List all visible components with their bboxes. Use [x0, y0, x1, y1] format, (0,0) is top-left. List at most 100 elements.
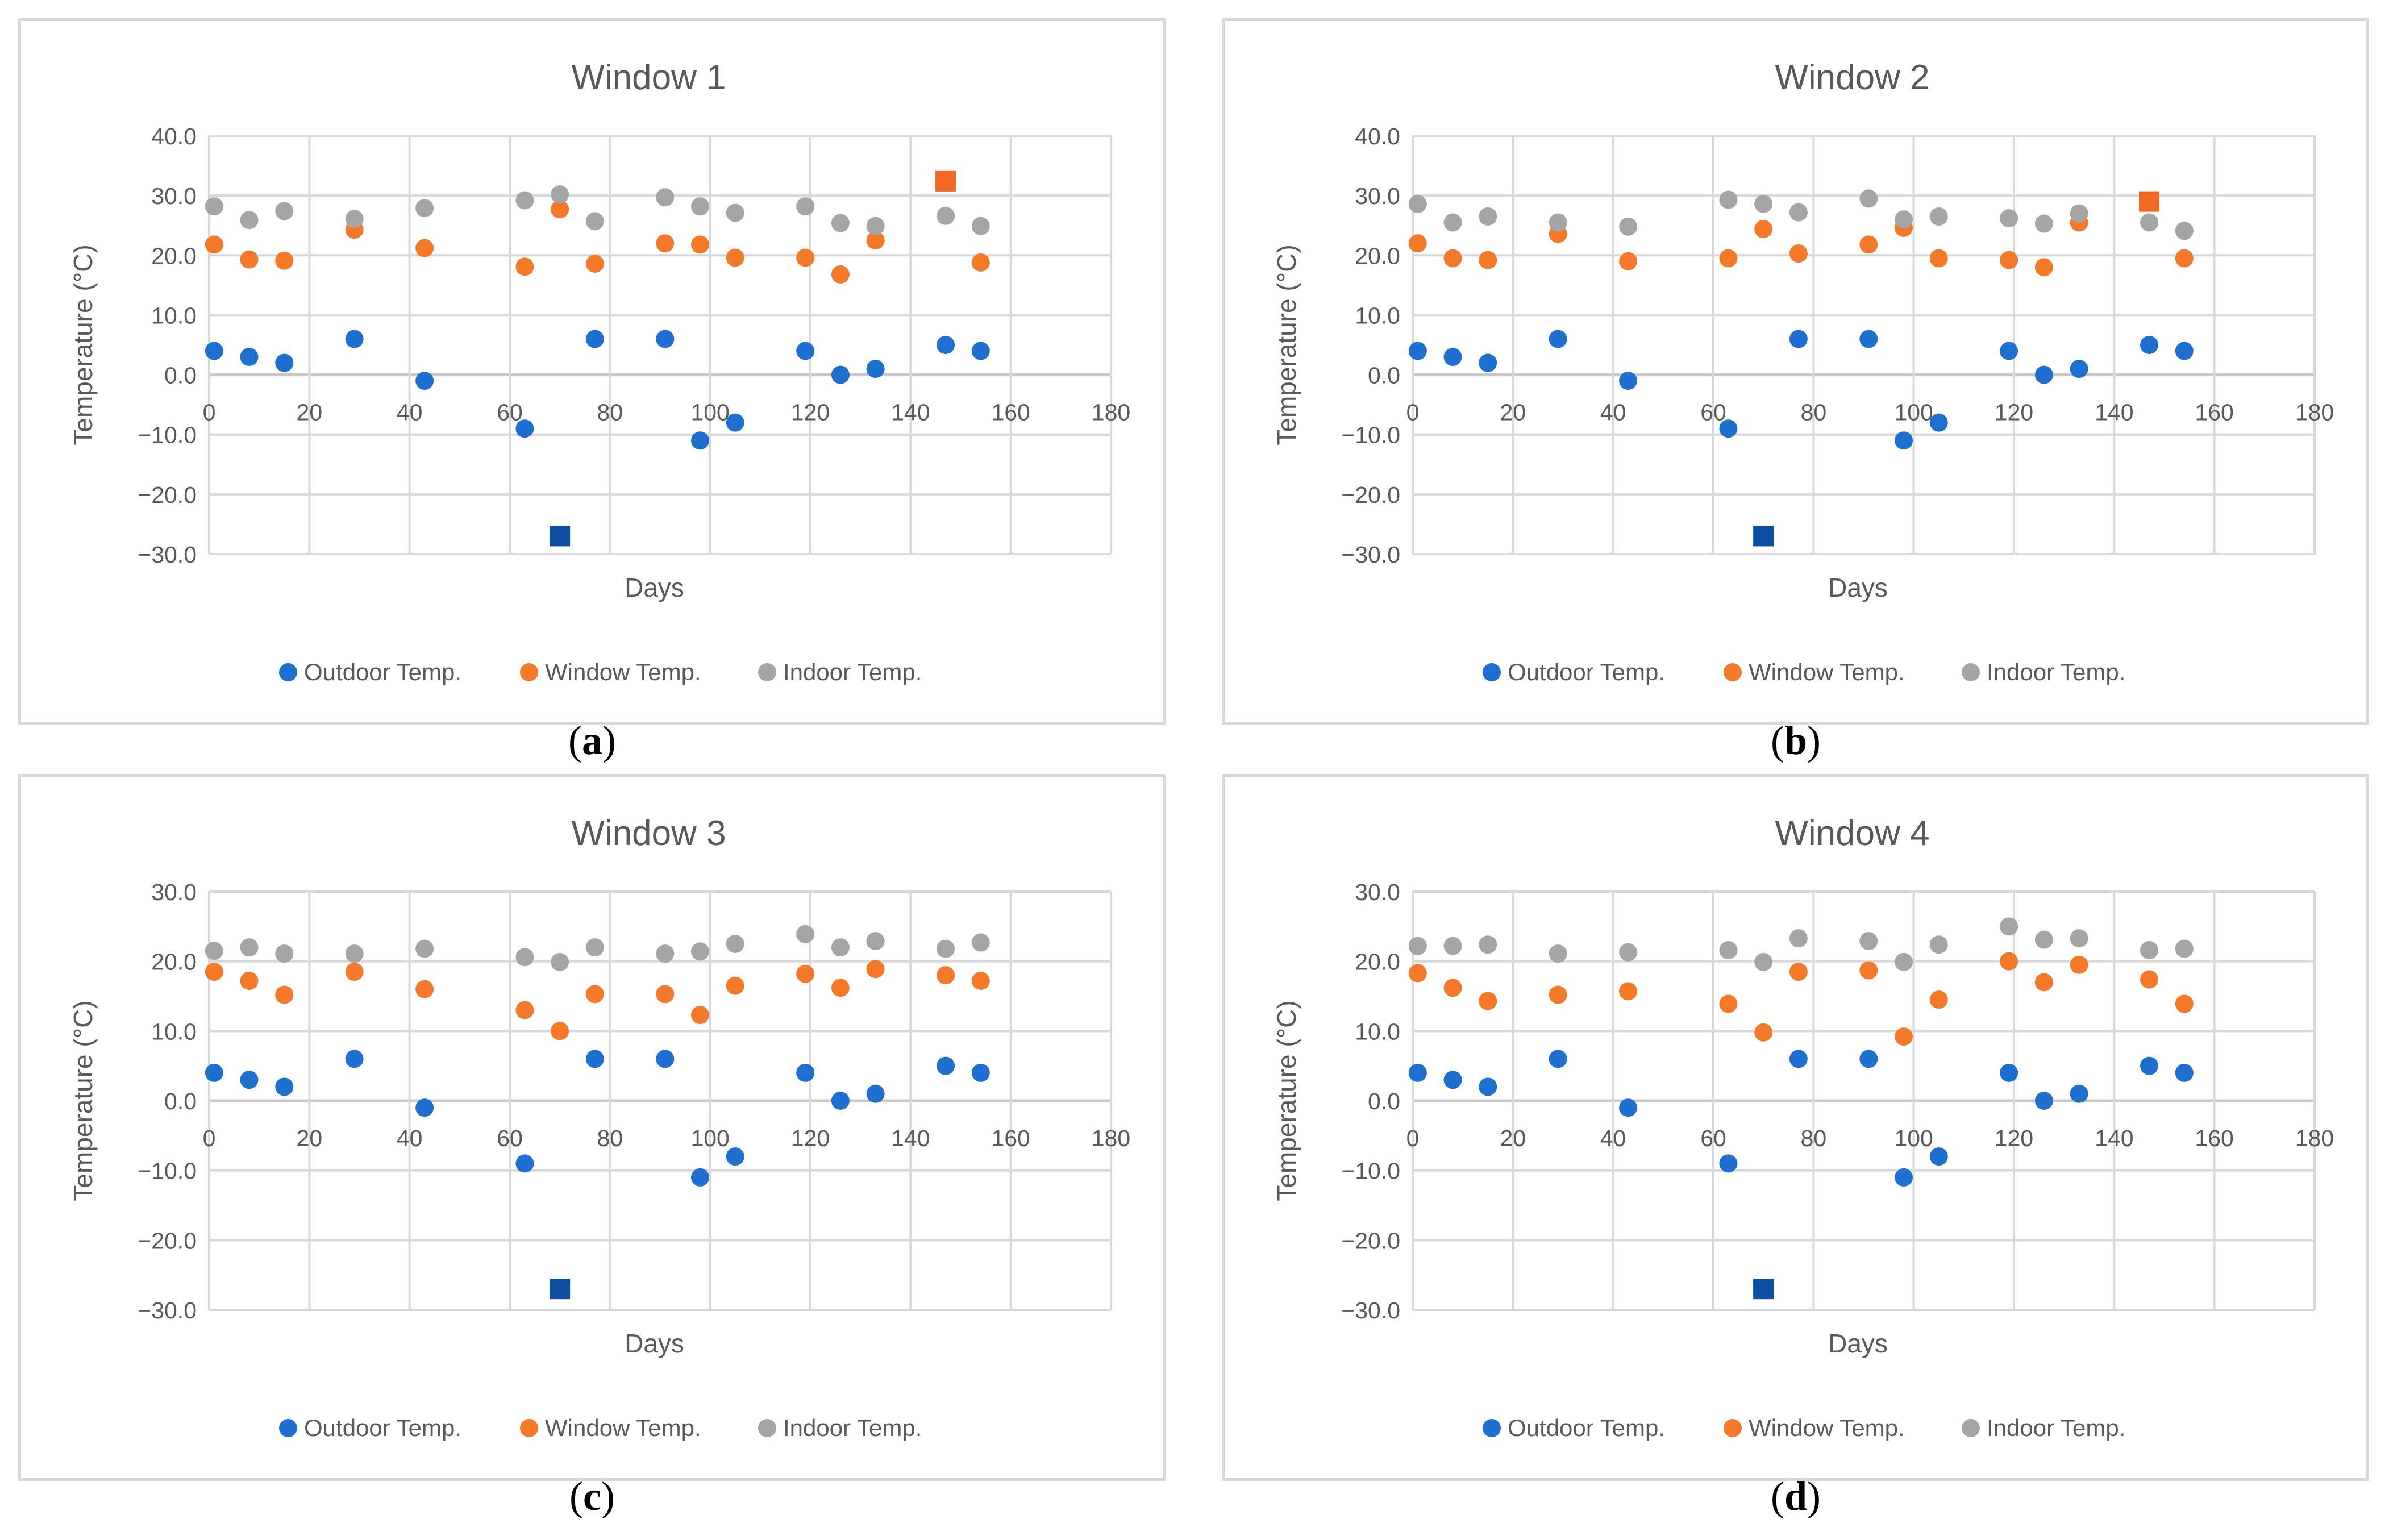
data-point [1789, 203, 1808, 222]
caption-b: (b) [1770, 718, 1821, 763]
data-point [2070, 360, 2088, 378]
y-tick-label: 0.0 [164, 1088, 197, 1114]
data-point [831, 214, 850, 232]
x-tick-label: 140 [891, 399, 930, 426]
y-tick-label: −10.0 [138, 1158, 197, 1184]
data-point [345, 944, 364, 963]
x-tick-label: 80 [1801, 1125, 1827, 1151]
legend-label: Outdoor Temp. [304, 1414, 461, 1441]
x-tick-label: 40 [397, 399, 423, 426]
data-point [2000, 251, 2018, 269]
y-tick-label: 10.0 [1355, 1018, 1400, 1044]
y-tick-label: 20.0 [151, 243, 197, 269]
data-point [2034, 973, 2053, 992]
data-point [515, 948, 534, 967]
data-point [2070, 955, 2088, 974]
data-point [415, 239, 434, 257]
chart-svg: Window 3 −30.0 −20.0 −10.0 0.0 10.0 20.0 30.0 0 2… [68, 814, 1130, 1441]
y-axis-label: Temperature (°C) [1272, 1000, 1301, 1201]
y-axis-label: Temperature (°C) [68, 244, 98, 445]
series-indoor-temp [205, 185, 990, 235]
data-point [937, 1056, 955, 1075]
data-point [866, 932, 885, 951]
y-tick-label: 30.0 [151, 879, 197, 905]
series-indoor-temp [1408, 189, 2194, 240]
data-point [1479, 353, 1497, 372]
x-tick-label: 40 [1600, 399, 1626, 426]
data-point [2140, 970, 2159, 989]
data-point [240, 211, 259, 230]
data-point [551, 185, 569, 204]
legend-marker [520, 663, 538, 681]
data-point [2034, 1092, 2053, 1110]
chart-title: Window 3 [571, 814, 726, 853]
data-point [971, 972, 990, 990]
x-tick-label: 180 [1092, 399, 1130, 426]
data-point [1895, 1168, 1913, 1187]
data-point [656, 944, 675, 963]
data-point [1929, 935, 1948, 954]
data-point [937, 966, 955, 985]
x-tick-label: 60 [1700, 399, 1726, 426]
data-point [2070, 1084, 2088, 1103]
x-tick-label: 120 [791, 1125, 830, 1151]
highlighted-point [550, 526, 571, 547]
data-point [2034, 214, 2053, 233]
highlighted-point [550, 1279, 571, 1300]
x-tick-label: 140 [2095, 399, 2133, 426]
data-point [831, 979, 850, 997]
data-point [1895, 952, 1913, 971]
y-axis-label: Temperature (°C) [68, 1000, 98, 1201]
data-point [1929, 249, 1948, 268]
y-tick-label: 10.0 [1355, 302, 1400, 328]
data-point [1408, 194, 1427, 213]
data-point [2140, 336, 2159, 354]
chart-panel-window-4: Window 4 −30.0 −20.0 −10.0 0.0 10.0 20.0 30.0 0 2… [1222, 774, 2369, 1481]
x-tick-label: 100 [1894, 1125, 1933, 1151]
legend-marker [758, 1419, 776, 1437]
y-tick-label: −30.0 [1341, 1297, 1400, 1323]
data-point [937, 336, 955, 354]
data-point [1859, 235, 1878, 254]
data-point [1719, 941, 1738, 960]
y-tick-label: 20.0 [151, 949, 197, 975]
legend-label: Outdoor Temp. [1508, 1414, 1665, 1441]
data-point [1443, 1071, 1462, 1089]
data-point [240, 348, 259, 367]
data-point [1479, 992, 1497, 1010]
data-point [585, 938, 604, 957]
data-point [1789, 330, 1808, 348]
data-point [1859, 189, 1878, 208]
data-point [937, 206, 955, 225]
data-point [205, 1063, 223, 1082]
series-window-temp [1408, 191, 2194, 277]
data-point [2000, 1063, 2018, 1082]
data-point [866, 231, 885, 249]
x-tick-label: 100 [690, 399, 729, 426]
x-axis-label: Days [625, 573, 684, 602]
y-tick-label: 10.0 [151, 1018, 197, 1044]
legend-marker [1962, 1419, 1980, 1437]
data-point [1619, 217, 1638, 236]
legend-label: Outdoor Temp. [304, 659, 461, 685]
y-tick-label: −10.0 [1341, 1158, 1400, 1184]
data-point [585, 330, 604, 348]
data-point [1789, 244, 1808, 263]
x-tick-label: 120 [791, 399, 830, 426]
data-point [796, 925, 815, 943]
series-outdoor-temp [1408, 1050, 2194, 1300]
data-point [796, 1063, 815, 1082]
data-point [831, 1092, 850, 1110]
chart-svg: Window 4 −30.0 −20.0 −10.0 0.0 10.0 20.0 30.0 0 2… [1272, 814, 2334, 1441]
data-point [656, 1050, 675, 1068]
data-point [831, 265, 850, 284]
chart-panel-window-3: Window 3 −30.0 −20.0 −10.0 0.0 10.0 20.0 30.0 0 2… [18, 774, 1166, 1481]
data-point [691, 235, 710, 254]
data-point [2140, 941, 2159, 960]
x-tick-label: 140 [2095, 1125, 2133, 1151]
data-point [726, 248, 744, 267]
data-point [971, 933, 990, 952]
data-point [1443, 348, 1462, 367]
x-tick-label: 40 [397, 1125, 423, 1151]
y-tick-label: −20.0 [1341, 1227, 1400, 1254]
